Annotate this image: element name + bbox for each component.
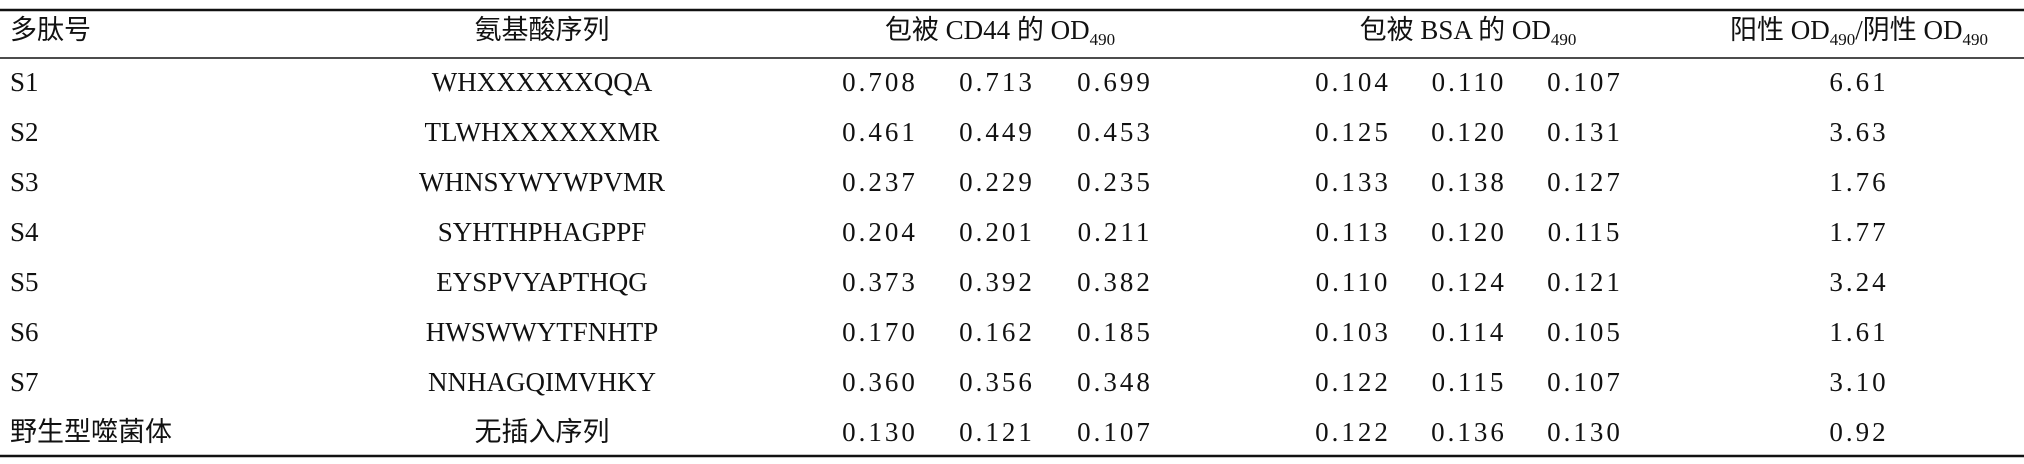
cd44-value: 0.708 — [842, 67, 918, 97]
ratio-value: 1.61 — [1829, 317, 1888, 347]
subscript: 490 — [1090, 30, 1116, 49]
bsa-value: 0.105 — [1547, 317, 1623, 347]
cd44-value: 0.392 — [959, 267, 1035, 297]
cd44-value: 0.235 — [1077, 167, 1153, 197]
ratio-value: 3.24 — [1829, 267, 1888, 297]
peptide-name: S6 — [10, 317, 39, 347]
ratio-value: 6.61 — [1829, 67, 1888, 97]
header-text: /阴性 OD — [1855, 15, 1962, 45]
peptide-name: S4 — [10, 217, 39, 247]
cd44-value: 0.121 — [959, 417, 1035, 447]
cd44-value: 0.348 — [1077, 367, 1153, 397]
cd44-value: 0.211 — [1078, 217, 1153, 247]
cd44-value: 0.360 — [842, 367, 918, 397]
bsa-value: 0.124 — [1431, 267, 1507, 297]
cd44-value: 0.453 — [1077, 117, 1153, 147]
bsa-value: 0.131 — [1547, 117, 1623, 147]
header-text: 阳性 OD — [1730, 15, 1830, 45]
sequence: HWSWWYTFNHTP — [426, 317, 658, 347]
cd44-value: 0.229 — [959, 167, 1035, 197]
bsa-value: 0.136 — [1431, 417, 1507, 447]
cd44-value: 0.713 — [959, 67, 1035, 97]
peptide-name: S5 — [10, 267, 39, 297]
bsa-value: 0.133 — [1315, 167, 1391, 197]
bsa-value: 0.122 — [1315, 417, 1391, 447]
bsa-value: 0.125 — [1315, 117, 1391, 147]
bsa-value: 0.103 — [1315, 317, 1391, 347]
cd44-value: 0.373 — [842, 267, 918, 297]
cd44-value: 0.699 — [1077, 67, 1153, 97]
bsa-value: 0.107 — [1547, 67, 1623, 97]
bsa-value: 0.130 — [1547, 417, 1623, 447]
ratio-value: 1.77 — [1829, 217, 1888, 247]
bsa-value: 0.121 — [1547, 267, 1623, 297]
header-cell: 包被 BSA 的 OD490 — [1360, 15, 1577, 49]
bsa-value: 0.127 — [1547, 167, 1623, 197]
ratio-value: 0.92 — [1829, 417, 1888, 447]
sequence: 无插入序列 — [475, 417, 610, 447]
cd44-value: 0.130 — [842, 417, 918, 447]
bsa-value: 0.104 — [1315, 67, 1391, 97]
cd44-value: 0.356 — [959, 367, 1035, 397]
cd44-value: 0.461 — [842, 117, 918, 147]
subscript: 490 — [1830, 30, 1856, 49]
peptide-name: S3 — [10, 167, 39, 197]
cd44-value: 0.201 — [959, 217, 1035, 247]
peptide-name: S2 — [10, 117, 39, 147]
bsa-value: 0.115 — [1548, 217, 1623, 247]
bsa-value: 0.122 — [1315, 367, 1391, 397]
bsa-value: 0.107 — [1547, 367, 1623, 397]
cd44-value: 0.449 — [959, 117, 1035, 147]
ratio-value: 1.76 — [1829, 167, 1888, 197]
header-text: 包被 CD44 的 OD — [885, 15, 1090, 45]
sequence: EYSPVYAPTHQG — [436, 267, 648, 297]
header-cell: 阳性 OD490/阴性 OD490 — [1730, 15, 1988, 49]
bsa-value: 0.113 — [1316, 217, 1391, 247]
cd44-value: 0.185 — [1077, 317, 1153, 347]
subscript: 490 — [1551, 30, 1577, 49]
sequence: SYHTHPHAGPPF — [438, 217, 647, 247]
bsa-value: 0.110 — [1432, 67, 1507, 97]
sequence: WHNSYWYWPVMR — [419, 167, 665, 197]
peptide-name: S1 — [10, 67, 39, 97]
header-cell: 氨基酸序列 — [475, 15, 610, 45]
cd44-value: 0.162 — [959, 317, 1035, 347]
cd44-value: 0.170 — [842, 317, 918, 347]
cd44-value: 0.107 — [1077, 417, 1153, 447]
bsa-value: 0.138 — [1431, 167, 1507, 197]
ratio-value: 3.63 — [1829, 117, 1888, 147]
bsa-value: 0.120 — [1431, 217, 1507, 247]
peptide-name: S7 — [10, 367, 39, 397]
sequence: NNHAGQIMVHKY — [428, 367, 656, 397]
bsa-value: 0.110 — [1316, 267, 1391, 297]
peptide-name: 野生型噬菌体 — [10, 417, 172, 447]
bsa-value: 0.120 — [1431, 117, 1507, 147]
cd44-value: 0.204 — [842, 217, 918, 247]
header-cell: 包被 CD44 的 OD490 — [885, 15, 1115, 49]
cd44-value: 0.382 — [1077, 267, 1153, 297]
bsa-value: 0.115 — [1432, 367, 1507, 397]
header-cell: 多肽号 — [10, 15, 91, 45]
header-text: 多肽号 — [10, 15, 91, 45]
subscript: 490 — [1963, 30, 1989, 49]
sequence: WHXXXXXXQQA — [432, 67, 653, 97]
bsa-value: 0.114 — [1432, 317, 1507, 347]
header-text: 氨基酸序列 — [475, 15, 610, 45]
header-text: 包被 BSA 的 OD — [1360, 15, 1551, 45]
ratio-value: 3.10 — [1829, 367, 1888, 397]
cd44-value: 0.237 — [842, 167, 918, 197]
sequence: TLWHXXXXXXMR — [425, 117, 660, 147]
